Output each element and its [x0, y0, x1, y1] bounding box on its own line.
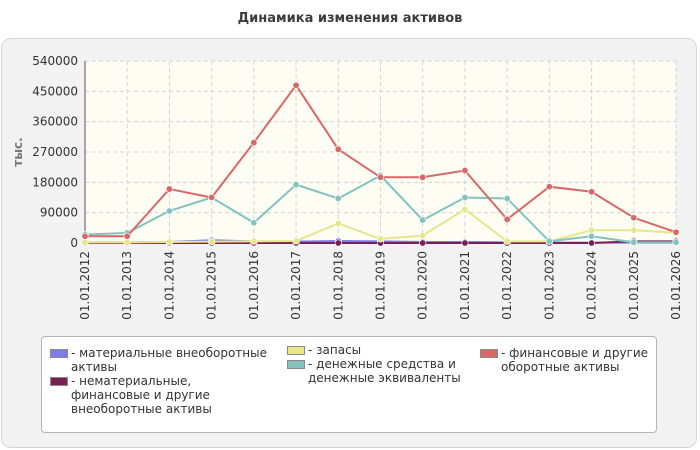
data-point-1 [588, 239, 596, 247]
x-tick-label: 01.01.2014 [162, 251, 176, 320]
data-point-2 [123, 238, 131, 246]
data-point-3 [292, 181, 300, 189]
data-point-1 [419, 239, 427, 247]
data-point-2 [165, 238, 173, 246]
data-point-2 [630, 226, 638, 234]
data-point-4 [419, 173, 427, 181]
legend-label-inventory: - запасы [308, 343, 362, 357]
data-point-4 [292, 81, 300, 89]
data-point-1 [461, 239, 469, 247]
data-point-3 [419, 216, 427, 224]
chart-title: Динамика изменения активов [237, 11, 463, 26]
data-point-4 [376, 173, 384, 181]
x-tick-label: 01.01.2020 [416, 251, 430, 320]
data-point-4 [672, 228, 680, 236]
data-point-4 [334, 145, 342, 153]
data-point-3 [250, 219, 258, 227]
x-tick-label: 01.01.2016 [247, 251, 261, 320]
y-tick-label: 360000 [32, 115, 78, 129]
chart-legend: - материальные внеоборотные активы - нем… [41, 336, 657, 433]
x-tick-label: 01.01.2025 [627, 251, 641, 320]
y-tick-label: 270000 [32, 145, 78, 159]
data-point-4 [503, 215, 511, 223]
legend-swatch-financial-current-assets [480, 349, 498, 358]
x-tick-label: 01.01.2023 [542, 251, 556, 320]
data-point-4 [461, 167, 469, 175]
y-tick-label: 90000 [40, 206, 78, 220]
data-point-4 [208, 194, 216, 202]
x-tick-label: 01.01.2026 [669, 251, 683, 320]
x-tick-label: 01.01.2012 [78, 251, 92, 320]
data-point-3 [503, 195, 511, 203]
data-point-2 [334, 219, 342, 227]
data-point-4 [630, 214, 638, 222]
x-tick-label: 01.01.2024 [585, 251, 599, 320]
y-tick-label: 540000 [32, 54, 78, 68]
legend-label-cash: - денежные средства и денежные эквивален… [308, 357, 461, 385]
legend-swatch-cash [287, 360, 305, 369]
data-point-2 [461, 205, 469, 213]
data-point-1 [334, 239, 342, 247]
data-point-4 [545, 183, 553, 191]
data-point-3 [165, 207, 173, 215]
data-point-2 [503, 237, 511, 245]
x-tick-label: 01.01.2022 [500, 251, 514, 320]
x-tick-label: 01.01.2021 [458, 251, 472, 320]
legend-swatch-tangible-assets [50, 349, 68, 358]
x-tick-label: 01.01.2017 [289, 251, 303, 320]
legend-swatch-inventory [287, 346, 305, 355]
x-tick-label: 01.01.2018 [331, 251, 345, 320]
legend-item-inventory: - запасы [287, 343, 361, 357]
data-point-4 [588, 188, 596, 196]
legend-item-tangible-assets: - материальные внеоборотные активы [50, 346, 267, 374]
legend-label-intangible-assets: - нематериальные, финансовые и другие вн… [71, 374, 212, 416]
legend-label-tangible-assets: - материальные внеоборотные активы [71, 346, 267, 374]
data-point-4 [81, 232, 89, 240]
data-point-2 [208, 238, 216, 246]
data-point-3 [461, 194, 469, 202]
y-tick-label: 0 [70, 236, 78, 250]
data-point-3 [334, 195, 342, 203]
legend-item-intangible-assets: - нематериальные, финансовые и другие вн… [50, 374, 212, 416]
data-point-2 [81, 238, 89, 246]
x-tick-label: 01.01.2013 [120, 251, 134, 320]
y-tick-label: 450000 [32, 84, 78, 98]
data-point-2 [588, 226, 596, 234]
legend-label-financial-current-assets: - финансовые и другие оборотные активы [501, 346, 649, 374]
data-point-3 [588, 232, 596, 240]
data-point-4 [123, 232, 131, 240]
data-point-4 [250, 139, 258, 147]
legend-item-cash: - денежные средства и денежные эквивален… [287, 357, 461, 385]
data-point-3 [672, 238, 680, 246]
data-point-4 [165, 185, 173, 193]
x-tick-label: 01.01.2019 [374, 251, 388, 320]
data-point-2 [419, 232, 427, 240]
y-axis-label: тыс. [11, 137, 25, 166]
data-point-3 [545, 237, 553, 245]
data-point-3 [630, 238, 638, 246]
x-tick-label: 01.01.2015 [205, 251, 219, 320]
y-tick-label: 180000 [32, 175, 78, 189]
data-point-2 [250, 237, 258, 245]
legend-item-financial-current-assets: - финансовые и другие оборотные активы [480, 346, 648, 374]
data-point-2 [376, 235, 384, 243]
legend-swatch-intangible-assets [50, 377, 68, 386]
data-point-2 [292, 237, 300, 245]
